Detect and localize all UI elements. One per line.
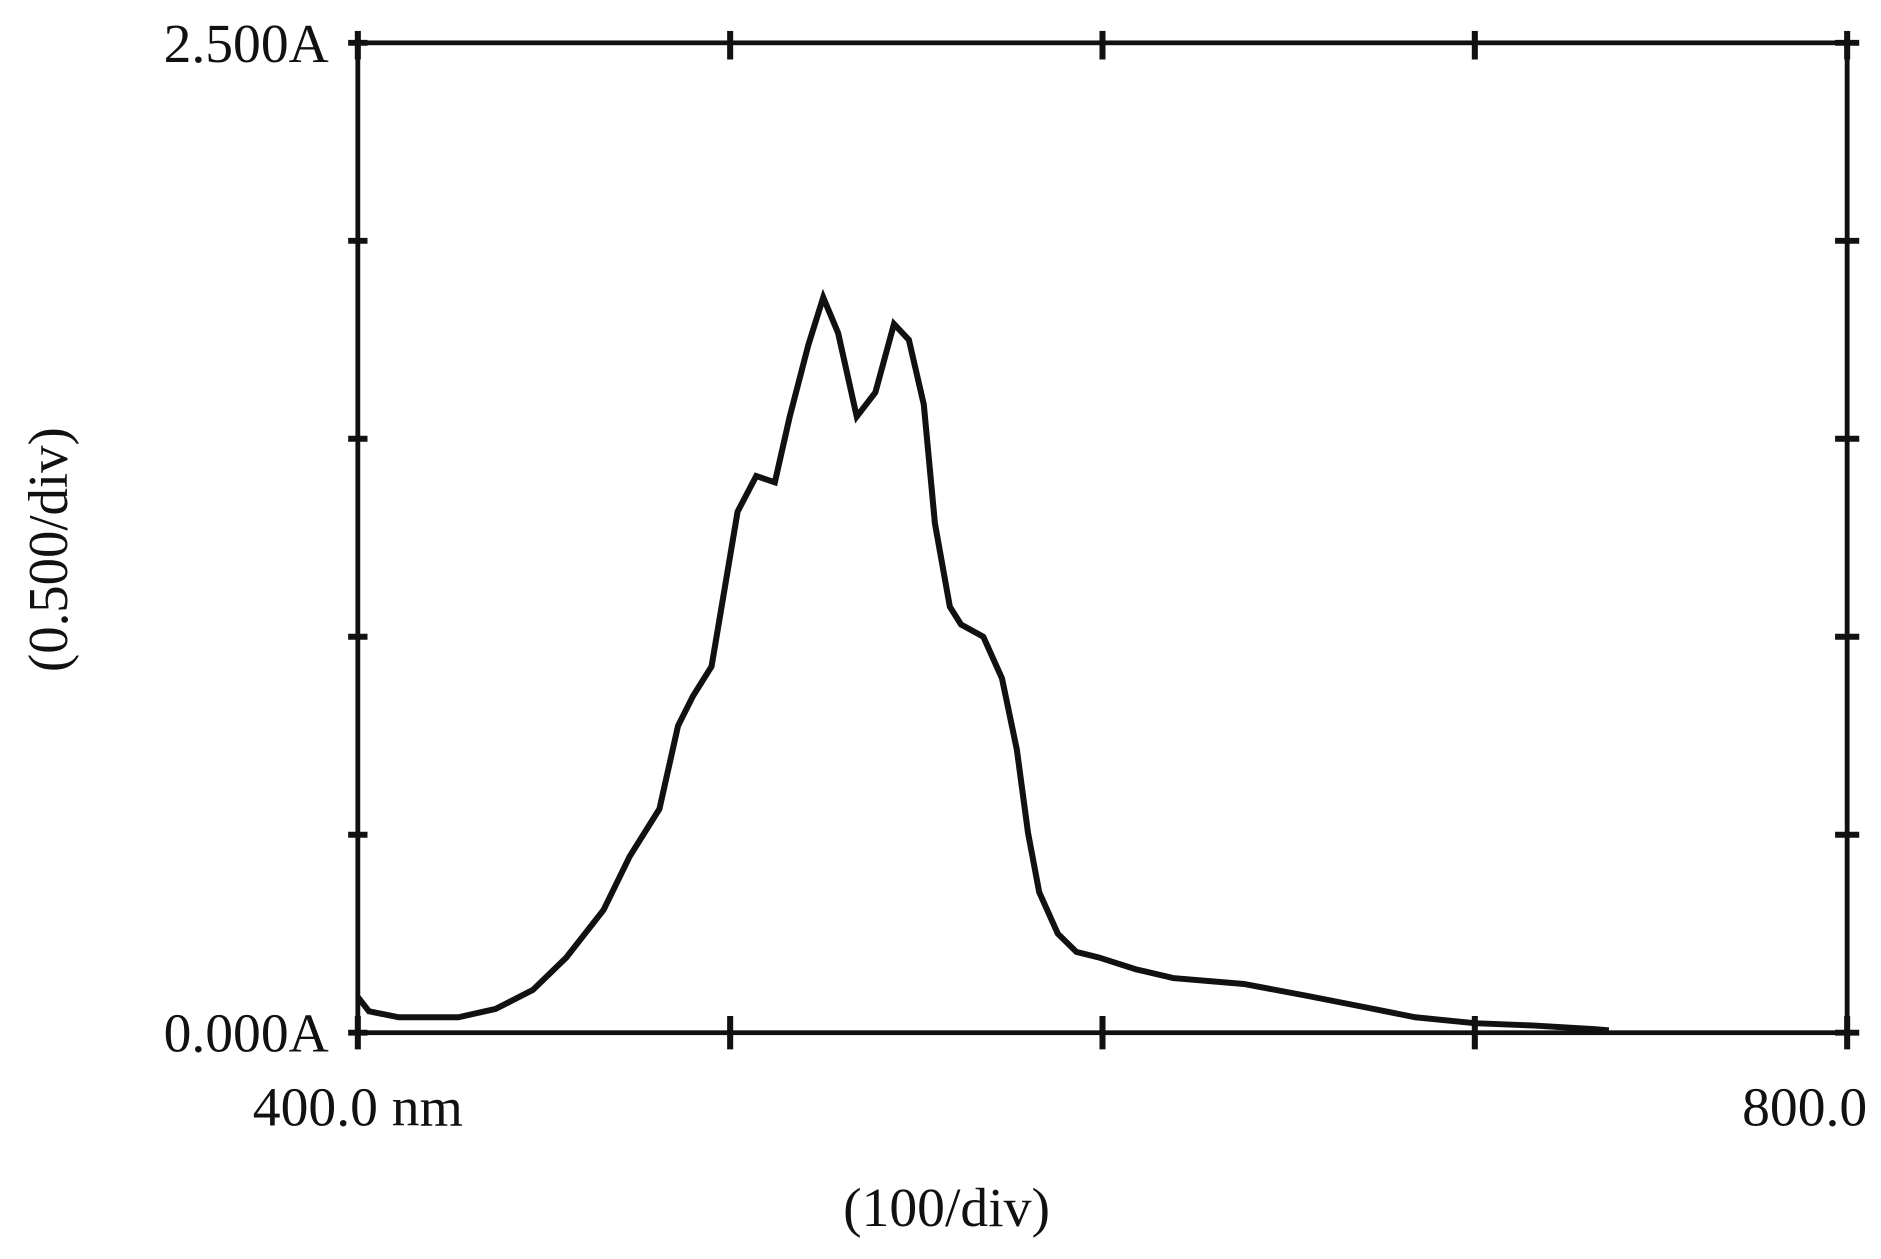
y-tick-label: 2.500A [164, 13, 329, 74]
plot-frame [355, 40, 1850, 1036]
y-axis-label: (0.500/div) [18, 427, 79, 672]
x-tick-label: 400.0 nm [253, 1077, 463, 1138]
spectrum-line [355, 288, 1610, 1034]
x-axis-label: (100/div) [843, 1177, 1050, 1238]
x-tick-label: 800.0 nm [1742, 1077, 1881, 1138]
y-tick-label: 0.000A [164, 1003, 329, 1064]
